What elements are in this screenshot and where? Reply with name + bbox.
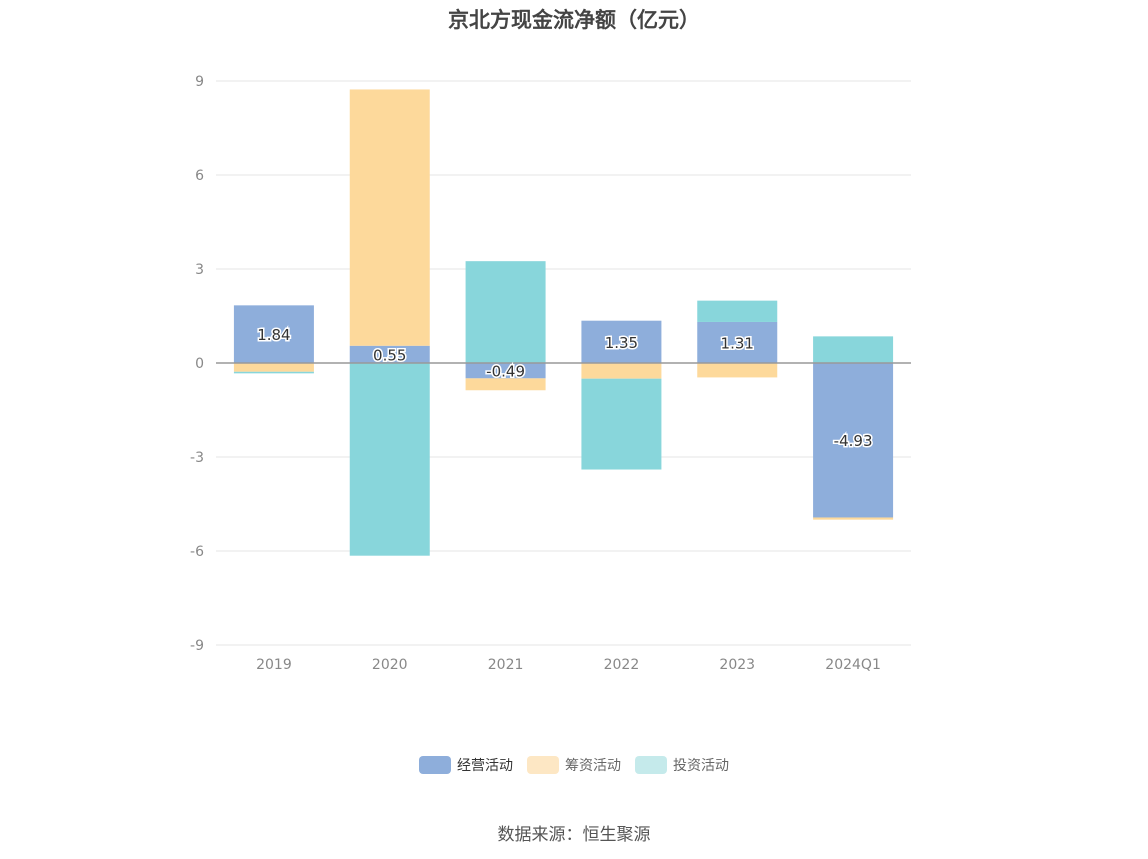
y-tick-label: -3 <box>190 450 204 466</box>
bars <box>233 89 894 556</box>
bar-2024Q1-series-2[interactable] <box>813 336 894 363</box>
data-label-2021: -0.49 <box>486 363 525 381</box>
legend-label-investing: 投资活动 <box>673 758 729 774</box>
x-tick-label: 2020 <box>372 657 408 673</box>
x-tick-label: 2021 <box>488 657 524 673</box>
data-label-2019: 1.84 <box>257 326 290 344</box>
x-tick-label: 2024Q1 <box>825 657 881 673</box>
data-label-2024Q1: -4.93 <box>834 432 873 450</box>
legend-item-investing[interactable]: 投资活动 <box>635 755 729 775</box>
y-tick-label: -6 <box>190 544 204 560</box>
bar-2019-series-0[interactable] <box>233 305 314 363</box>
y-tick-label: -9 <box>190 638 204 654</box>
bar-2019-series-2[interactable] <box>233 371 314 374</box>
legend-label-operating: 经营活动 <box>457 758 513 774</box>
legend-swatch-investing <box>635 756 667 774</box>
legend: 经营活动 筹资活动 投资活动 <box>0 755 1148 775</box>
bar-2021-series-2[interactable] <box>465 261 546 363</box>
bar-2021-series-1[interactable] <box>465 378 546 391</box>
bar-2023-series-1[interactable] <box>697 363 778 378</box>
bar-2024Q1-series-0[interactable] <box>813 363 894 518</box>
legend-swatch-operating <box>419 756 451 774</box>
bar-2023-series-2[interactable] <box>697 300 778 322</box>
x-axis: 2019 2020 2021 2022 2023 2024Q1 <box>256 657 881 673</box>
bar-2021-series-0[interactable] <box>465 363 546 379</box>
legend-item-financing[interactable]: 筹资活动 <box>527 755 621 775</box>
chart-title: 京北方现金流净额（亿元） <box>448 8 700 32</box>
y-tick-label: 6 <box>195 168 204 184</box>
bar-2020-series-0[interactable] <box>349 345 430 363</box>
grid-layer <box>216 80 911 646</box>
data-labels: 1.84 0.55 -0.49 1.35 1.31 -4.93 <box>256 325 874 452</box>
data-label-2022: 1.35 <box>605 334 638 352</box>
legend-label-financing: 筹资活动 <box>565 758 621 774</box>
x-tick-label: 2023 <box>719 657 755 673</box>
legend-swatch-financing <box>527 756 559 774</box>
y-tick-label: 0 <box>195 356 204 372</box>
source-note: 数据来源：恒生聚源 <box>497 825 651 845</box>
bar-2019-series-1[interactable] <box>233 363 314 372</box>
data-label-2020: 0.55 <box>373 346 406 364</box>
bar-2020-series-1[interactable] <box>349 89 430 346</box>
y-axis: 9 6 3 0 -3 -6 -9 <box>190 74 204 654</box>
bar-2020-series-2[interactable] <box>349 363 430 556</box>
x-tick-label: 2022 <box>604 657 640 673</box>
y-tick-label: 9 <box>195 74 204 90</box>
legend-item-operating[interactable]: 经营活动 <box>419 755 513 775</box>
bar-2022-series-2[interactable] <box>581 378 662 470</box>
y-tick-label: 3 <box>195 262 204 278</box>
bar-2023-series-0[interactable] <box>697 321 778 363</box>
bar-2024Q1-series-1[interactable] <box>813 517 894 520</box>
x-tick-label: 2019 <box>256 657 292 673</box>
data-label-2023: 1.31 <box>721 334 754 352</box>
bar-2022-series-0[interactable] <box>581 320 662 363</box>
bar-2022-series-1[interactable] <box>581 363 662 379</box>
